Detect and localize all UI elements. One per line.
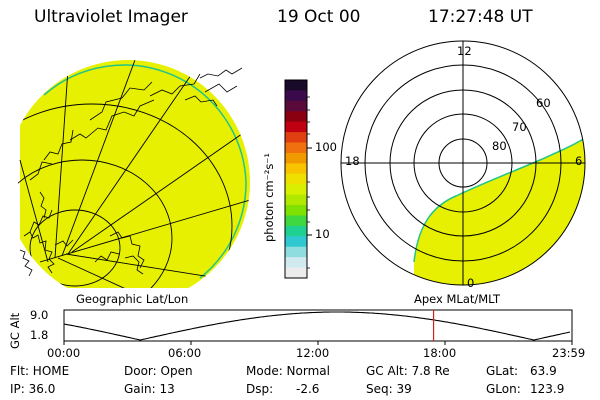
timeline-tick-1200: 12:00 (296, 346, 330, 360)
dsp-value: -2.6 (296, 382, 320, 396)
timeline-tick-0600: 06:00 (168, 346, 202, 360)
polar-plot (340, 40, 586, 286)
gc-altitude: GC Alt: 7.8 Re (366, 364, 450, 378)
colorbar-cell (285, 111, 307, 123)
colorbar-cell (285, 246, 307, 258)
colorbar-cell (285, 205, 307, 217)
sequence-number: Seq: 39 (366, 382, 412, 396)
colorbar (284, 79, 312, 279)
glon-label: GLon: (486, 382, 521, 396)
coastlines (19, 67, 243, 277)
image-date: 19 Oct 00 (277, 7, 361, 27)
dsp-label: Dsp: (246, 382, 274, 396)
geo-panel-label: Geographic Lat/Lon (76, 292, 189, 306)
glon-value: 123.9 (530, 382, 565, 396)
timeline-plot (63, 309, 573, 345)
gain-value: Gain: 13 (124, 382, 175, 396)
colorbar-cell (285, 173, 307, 185)
colorbar-cell (285, 132, 307, 144)
colorbar-cell (285, 267, 307, 279)
colorbar-cell (285, 184, 307, 196)
colorbar-cell (285, 100, 307, 112)
mlat-label-60: 60 (536, 96, 551, 110)
mlt-label-18: 18 (345, 154, 360, 168)
apex-panel-label: Apex MLat/MLT (414, 292, 501, 306)
aurora-coverage-geo (20, 60, 250, 288)
colorbar-cell (285, 121, 307, 133)
mlat-label-80: 80 (492, 139, 507, 153)
aurora-coverage-polar (414, 138, 585, 285)
colorbar-cell (285, 225, 307, 237)
globe-limb (43, 64, 247, 279)
colorbar-cell (285, 215, 307, 227)
geo-grid (18, 60, 250, 288)
door-status: Door: Open (124, 364, 193, 378)
colorbar-tick-10: 10 (315, 227, 330, 241)
colorbar-cell (285, 80, 307, 92)
glat-label: GLat: (486, 364, 519, 378)
glat-value: 63.9 (530, 364, 557, 378)
mlt-label-6: 6 (575, 154, 583, 168)
mlt-label-0: 0 (467, 276, 475, 290)
mlt-label-12: 12 (457, 44, 472, 58)
timeline-tick-0000: 00:00 (47, 346, 81, 360)
colorbar-unit-label: photon cm⁻²s⁻¹ (262, 153, 276, 242)
flight-status: Flt: HOME (10, 364, 70, 378)
colorbar-cell (285, 257, 307, 269)
timeline-tick-2359: 23:59 (552, 346, 586, 360)
colorbar-cell (285, 236, 307, 248)
timeline-y-top: 9.0 (30, 308, 49, 322)
colorbar-tick-100: 100 (315, 140, 337, 154)
timeline-axis-label: GC Alt (8, 312, 22, 349)
colorbar-cell (285, 163, 307, 175)
mode-status: Mode: Normal (246, 364, 330, 378)
mlat-label-70: 70 (512, 120, 527, 134)
colorbar-cell (285, 142, 307, 154)
ip-value: IP: 36.0 (10, 382, 56, 396)
image-time: 17:27:48 UT (428, 7, 533, 27)
app-title: Ultraviolet Imager (34, 7, 188, 27)
colorbar-cell (285, 194, 307, 206)
colorbar-cell (285, 90, 307, 102)
geographic-map (18, 60, 250, 288)
colorbar-cell (285, 152, 307, 164)
timeline-y-bottom: 1.8 (30, 328, 49, 342)
timeline-tick-1800: 18:00 (423, 346, 457, 360)
